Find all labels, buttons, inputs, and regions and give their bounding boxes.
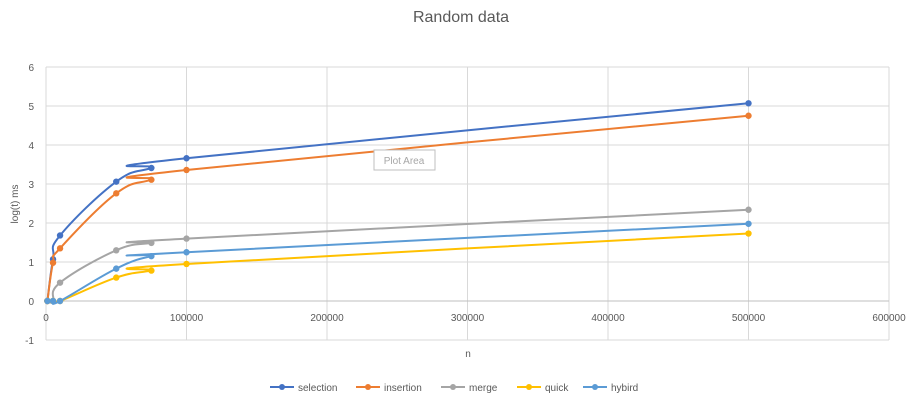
y-axis-ticks: -1 0 1 2 3 4 5 6 [25,63,34,347]
y-tick-label: 3 [28,180,34,191]
data-point-insertion [49,259,57,266]
legend-label: merge [469,383,498,394]
series-line-hybird [47,222,749,305]
data-point-merge [113,247,120,254]
data-point-merge [183,235,190,242]
x-tick-label: 100000 [170,313,204,324]
legend-entry-selection: selection [270,383,337,394]
data-point-hybird [183,249,190,256]
legend-swatch-marker [279,384,285,390]
legend-swatch-marker [592,384,598,390]
data-point-insertion [113,190,120,197]
data-point-selection [745,100,752,107]
x-axis-ticks: 0 100000 200000 300000 400000 500000 600000 [43,313,906,324]
data-point-selection [56,232,64,239]
y-tick-label: 4 [28,141,34,152]
legend-label: hybird [611,383,638,394]
x-tick-label: 400000 [591,313,625,324]
x-tick-label: 300000 [451,313,485,324]
data-point-quick [183,260,190,268]
data-point-quick [745,230,752,237]
data-point-merge [148,239,155,247]
legend-entry-hybird: hybird [583,383,638,394]
chart-title: Random data [413,9,509,26]
data-point-hybird [56,297,64,305]
data-point-insertion [183,166,190,174]
legend-swatch-marker [526,384,532,390]
gridlines [45,66,890,341]
data-point-hybird [49,297,57,305]
legend-entry-merge: merge [441,383,498,394]
data-point-merge [745,206,752,213]
x-axis-title: n [465,349,471,360]
legend-label: quick [545,383,569,394]
x-tick-label: 200000 [310,313,344,324]
y-tick-label: 1 [28,258,34,269]
legend: selection insertion merge quick hybird [270,383,638,394]
y-tick-label: 2 [28,219,34,230]
data-point-hybird [44,297,51,305]
series-hybird [44,220,752,305]
data-point-quick [148,267,155,274]
data-point-insertion [148,176,155,183]
y-tick-label: 6 [28,63,34,74]
data-point-quick [113,274,120,281]
data-point-insertion [745,112,752,119]
x-tick-label: 500000 [732,313,766,324]
y-tick-label: -1 [25,336,34,347]
x-tick-label: 0 [43,313,49,324]
y-tick-label: 0 [28,297,34,308]
data-point-hybird [745,220,752,227]
y-tick-label: 5 [28,102,34,113]
legend-entry-insertion: insertion [356,383,422,394]
y-axis-title: log(t) ms [10,185,21,224]
data-point-hybird [113,265,120,272]
data-point-insertion [56,245,64,252]
legend-swatch-marker [450,384,456,390]
series-insertion [44,112,752,305]
legend-label: selection [298,383,337,394]
series-group [44,100,752,305]
legend-swatch-marker [365,384,371,390]
data-point-selection [183,155,190,162]
data-point-merge [56,279,64,286]
data-point-hybird [148,252,155,260]
tooltip-text: Plot Area [384,156,425,167]
legend-entry-quick: quick [517,383,569,394]
plot-area-tooltip: Plot Area [373,149,436,171]
x-tick-label: 600000 [872,313,906,324]
legend-label: insertion [384,383,422,394]
data-point-selection [113,178,120,185]
data-point-selection [148,164,155,172]
